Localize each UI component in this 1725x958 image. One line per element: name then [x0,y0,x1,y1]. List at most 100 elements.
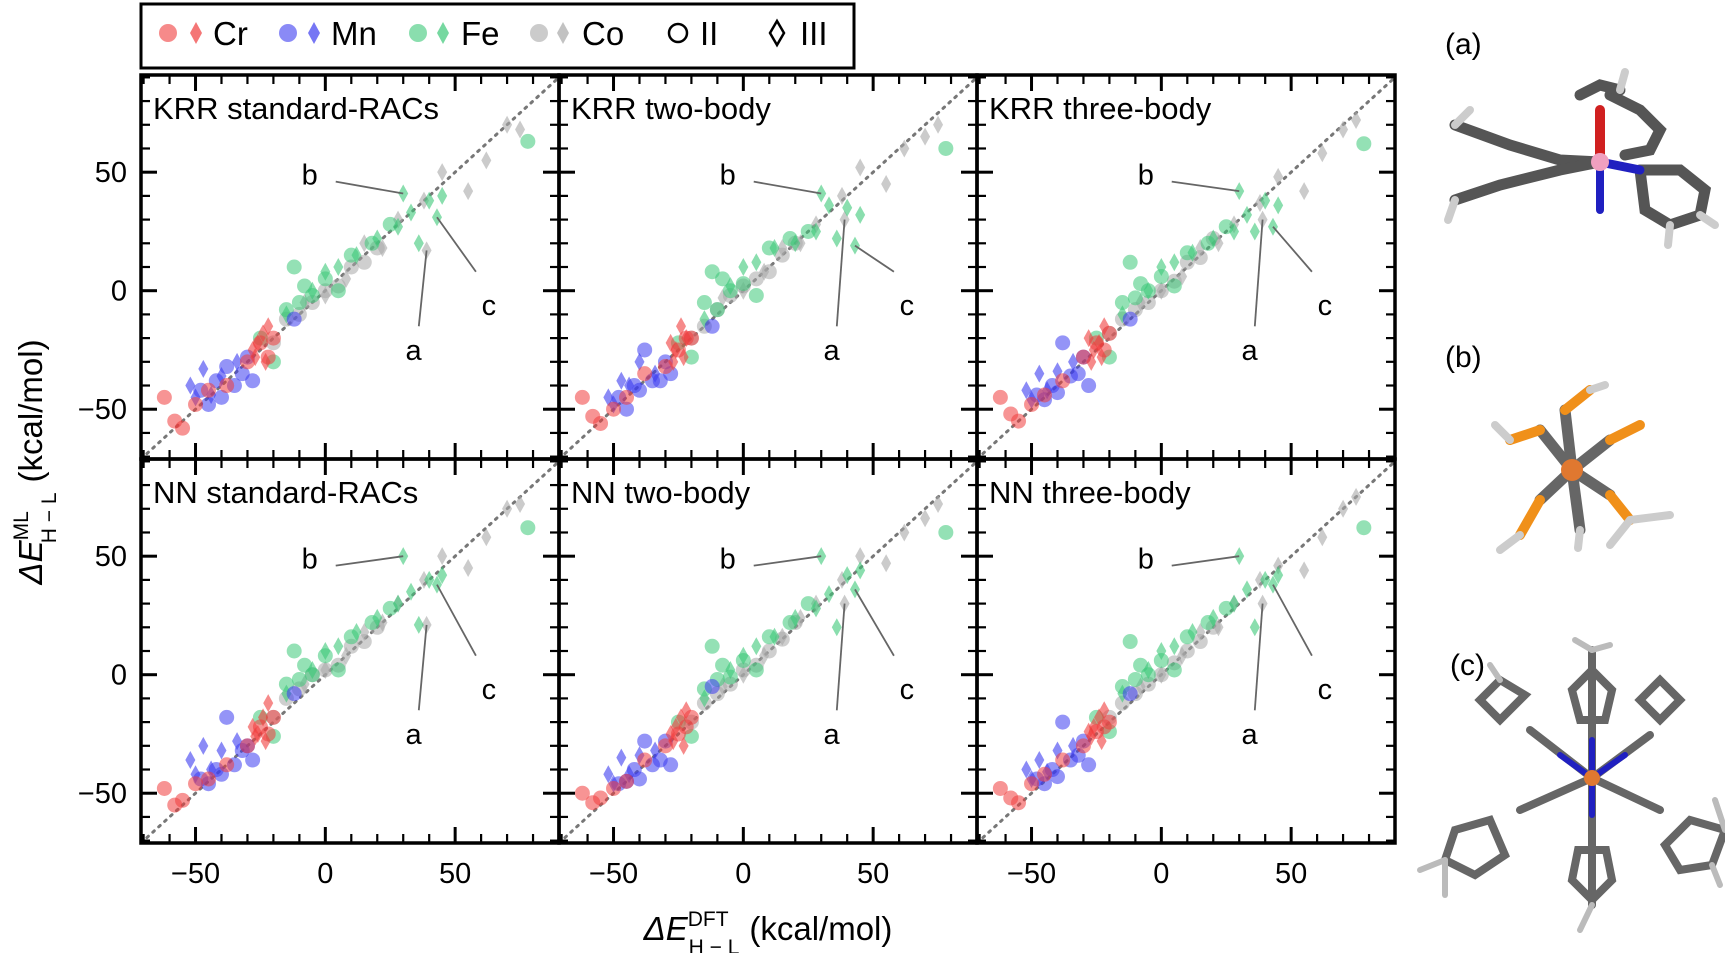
point-fe-iii [1242,580,1253,599]
annotation-label-b: b [302,544,318,576]
annotation-label-a: a [406,335,423,367]
point-co-iii [881,554,892,573]
point-fe-ii [1122,254,1138,270]
point-fe-iii [751,253,762,272]
point-fe-iii [1249,222,1260,241]
point-mn-ii [245,373,261,389]
legend-label: Mn [331,15,377,52]
point-mn-ii [637,733,653,749]
point-fe-iii [372,608,383,627]
point-fe-ii [1153,268,1169,284]
point-fe-iii [769,239,780,258]
point-co-iii [777,627,788,646]
point-mn-iii [1021,760,1032,779]
point-cr-iii [1099,317,1110,336]
point-mn-ii [631,771,647,787]
panel-3: a b c KRR three-body [975,73,1397,461]
point-cr-iii [681,701,692,720]
point-fe-iii [1156,642,1167,660]
point-fe-ii [330,662,346,678]
point-mn-iii [603,765,614,784]
x-label-sup: DFT [688,908,729,931]
point-cr-ii [619,773,635,789]
point-fe-iii [699,689,710,708]
point-fe-ii [938,524,954,540]
annotation-label-c: c [900,674,915,706]
point-mn-iii [650,741,661,760]
point-fe-ii [330,283,346,299]
point-mn-ii [1055,714,1071,730]
point-fe-iii [855,205,866,224]
point-cr-iii [258,708,269,727]
y-axis-label: ΔEML H − L (kcal/mol) [10,339,61,585]
point-fe-ii [1114,295,1130,311]
point-mn-iii [1034,751,1045,770]
legend-label: Co [582,15,624,52]
legend-diamond-marker [768,18,786,48]
point-fe-iii [437,566,448,585]
point-fe-iii [351,246,362,265]
point-cr-ii [574,785,590,801]
x-tick-label: −50 [589,858,638,890]
point-fe-iii [1273,196,1284,215]
structure-label-a: (a) [1445,28,1482,61]
point-cr-ii [175,792,191,808]
legend-diamond-marker [308,22,320,44]
point-co-iii [320,286,331,305]
point-fe-ii [1356,520,1372,536]
legend-diamond-marker [557,22,569,44]
point-fe-iii [824,585,835,604]
point-fe-iii [811,222,822,241]
point-fe-iii [1169,253,1180,272]
legend-entry-fe: Fe [409,15,500,52]
point-cr-ii [156,780,172,796]
point-mn-ii [1049,385,1065,401]
point-cr-iii [1086,727,1097,746]
point-co-iii [738,665,749,684]
point-fe-iii [320,642,331,660]
point-mn-iii [634,352,645,371]
point-co-iii [836,186,847,205]
point-cr-ii [1011,413,1027,429]
point-fe-ii [520,520,536,536]
point-mn-iii [650,364,661,383]
point-cr-ii [1011,795,1027,811]
point-fe-ii [291,295,307,311]
point-fe-iii [842,198,853,217]
point-fe-iii [437,186,448,205]
point-cr-ii [1024,776,1040,792]
point-co-iii [481,528,492,547]
point-cr-ii [1055,373,1071,389]
point-co-iii [1177,646,1188,665]
point-cr-ii [219,757,235,773]
panel-5: a b c NN two-body −50 0 50 [557,457,979,890]
point-co-iii [933,495,944,514]
panel-frame [975,457,1397,845]
x-label-unit: (kcal/mol) [749,910,892,947]
point-cr-ii [637,366,653,382]
point-mn-ii [704,318,720,334]
point-fe-iii [1187,243,1198,262]
y-tick-label: 0 [111,660,127,692]
point-cr-ii [188,396,204,412]
plot-area: a b c [977,459,1395,843]
point-cr-ii [265,330,281,346]
point-cr-ii [1024,396,1040,412]
point-fe-iii [406,203,417,222]
structures: (a) (b) (c) [1417,28,1725,933]
point-mn-iii [198,359,209,378]
annotation-label-b: b [302,160,318,192]
x-tick-label: 0 [735,858,751,890]
point-fe-iii [413,615,424,634]
point-cr-iii [678,736,689,755]
annotation-line-a [835,219,846,327]
molecule-c-image [1417,637,1725,933]
point-co-iii [1338,499,1349,518]
annotation-label-c: c [482,290,497,322]
point-cr-iii [681,329,692,348]
structure-label-c: (c) [1450,649,1485,682]
point-cr-ii [1037,387,1053,403]
point-co-iii [463,559,474,578]
point-co-iii [759,646,770,665]
legend-diamond-marker [437,22,449,44]
